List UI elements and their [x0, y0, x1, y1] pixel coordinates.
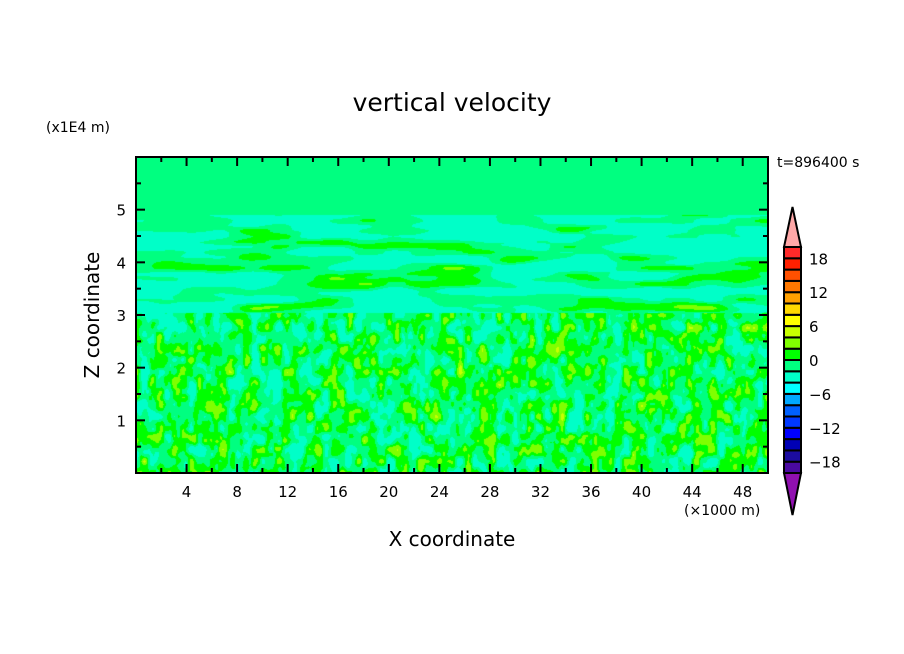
x-tick-label: 20: [379, 483, 398, 501]
colorbar-bin: [783, 438, 802, 452]
chart-title: vertical velocity: [352, 88, 552, 117]
contour-field: [136, 157, 768, 473]
colorbar-bin: [783, 404, 802, 418]
x-tick-label: 12: [278, 483, 297, 501]
colorbar-bin: [783, 336, 802, 350]
colorbar-bin: [783, 291, 802, 305]
x-tick-label: 8: [232, 483, 242, 501]
x-tick-label: 28: [480, 483, 499, 501]
colorbar-bin: [783, 347, 802, 362]
colorbar-bin: [783, 449, 802, 463]
x-axis-label: X coordinate: [388, 527, 516, 551]
colorbar-bin: [783, 381, 802, 395]
colorbar-label: 12: [809, 284, 828, 302]
colorbar-bin: [783, 460, 802, 475]
colorbar-bin: [783, 415, 802, 429]
y-axis-unit: (x1E4 m): [46, 120, 110, 136]
x-tick-label: 48: [733, 483, 752, 501]
y-tick-label: 1: [116, 412, 126, 430]
x-axis-unit: (×1000 m): [684, 503, 761, 519]
colorbar-label: 18: [809, 250, 828, 268]
colorbar-bin: [783, 302, 802, 316]
colorbar-bin: [783, 370, 802, 384]
y-tick-label: 3: [116, 307, 126, 325]
colorbar-label: 0: [809, 352, 819, 370]
x-tick-label: 24: [430, 483, 449, 501]
y-tick-label: 5: [116, 202, 126, 220]
time-annotation: t=896400 s: [777, 155, 860, 171]
x-tick-label: 36: [581, 483, 600, 501]
colorbar-label: −18: [809, 454, 841, 472]
colorbar-bin: [783, 426, 802, 441]
x-tick-label: 16: [329, 483, 348, 501]
colorbar-bin: [783, 325, 802, 339]
colorbar-label: 6: [809, 318, 819, 336]
colorbar-bin: [783, 359, 802, 373]
colorbar-bin: [783, 257, 802, 271]
y-tick-label: 4: [116, 254, 126, 272]
colorbar-label: −12: [809, 420, 841, 438]
colorbar-bin: [783, 313, 802, 328]
colorbar-under-arrow: [782, 472, 803, 516]
y-tick-label: 2: [116, 360, 126, 378]
colorbar-bin: [783, 246, 802, 260]
colorbar-bin: [783, 268, 802, 282]
colorbar-over-arrow: [782, 206, 803, 248]
x-tick-label: 40: [632, 483, 651, 501]
x-tick-label: 32: [531, 483, 550, 501]
colorbar-bin: [783, 279, 802, 294]
colorbar-label: −6: [809, 386, 831, 404]
colorbar-bin: [783, 392, 802, 407]
x-tick-label: 4: [182, 483, 192, 501]
x-tick-label: 44: [683, 483, 702, 501]
plot-frame: [135, 156, 769, 474]
